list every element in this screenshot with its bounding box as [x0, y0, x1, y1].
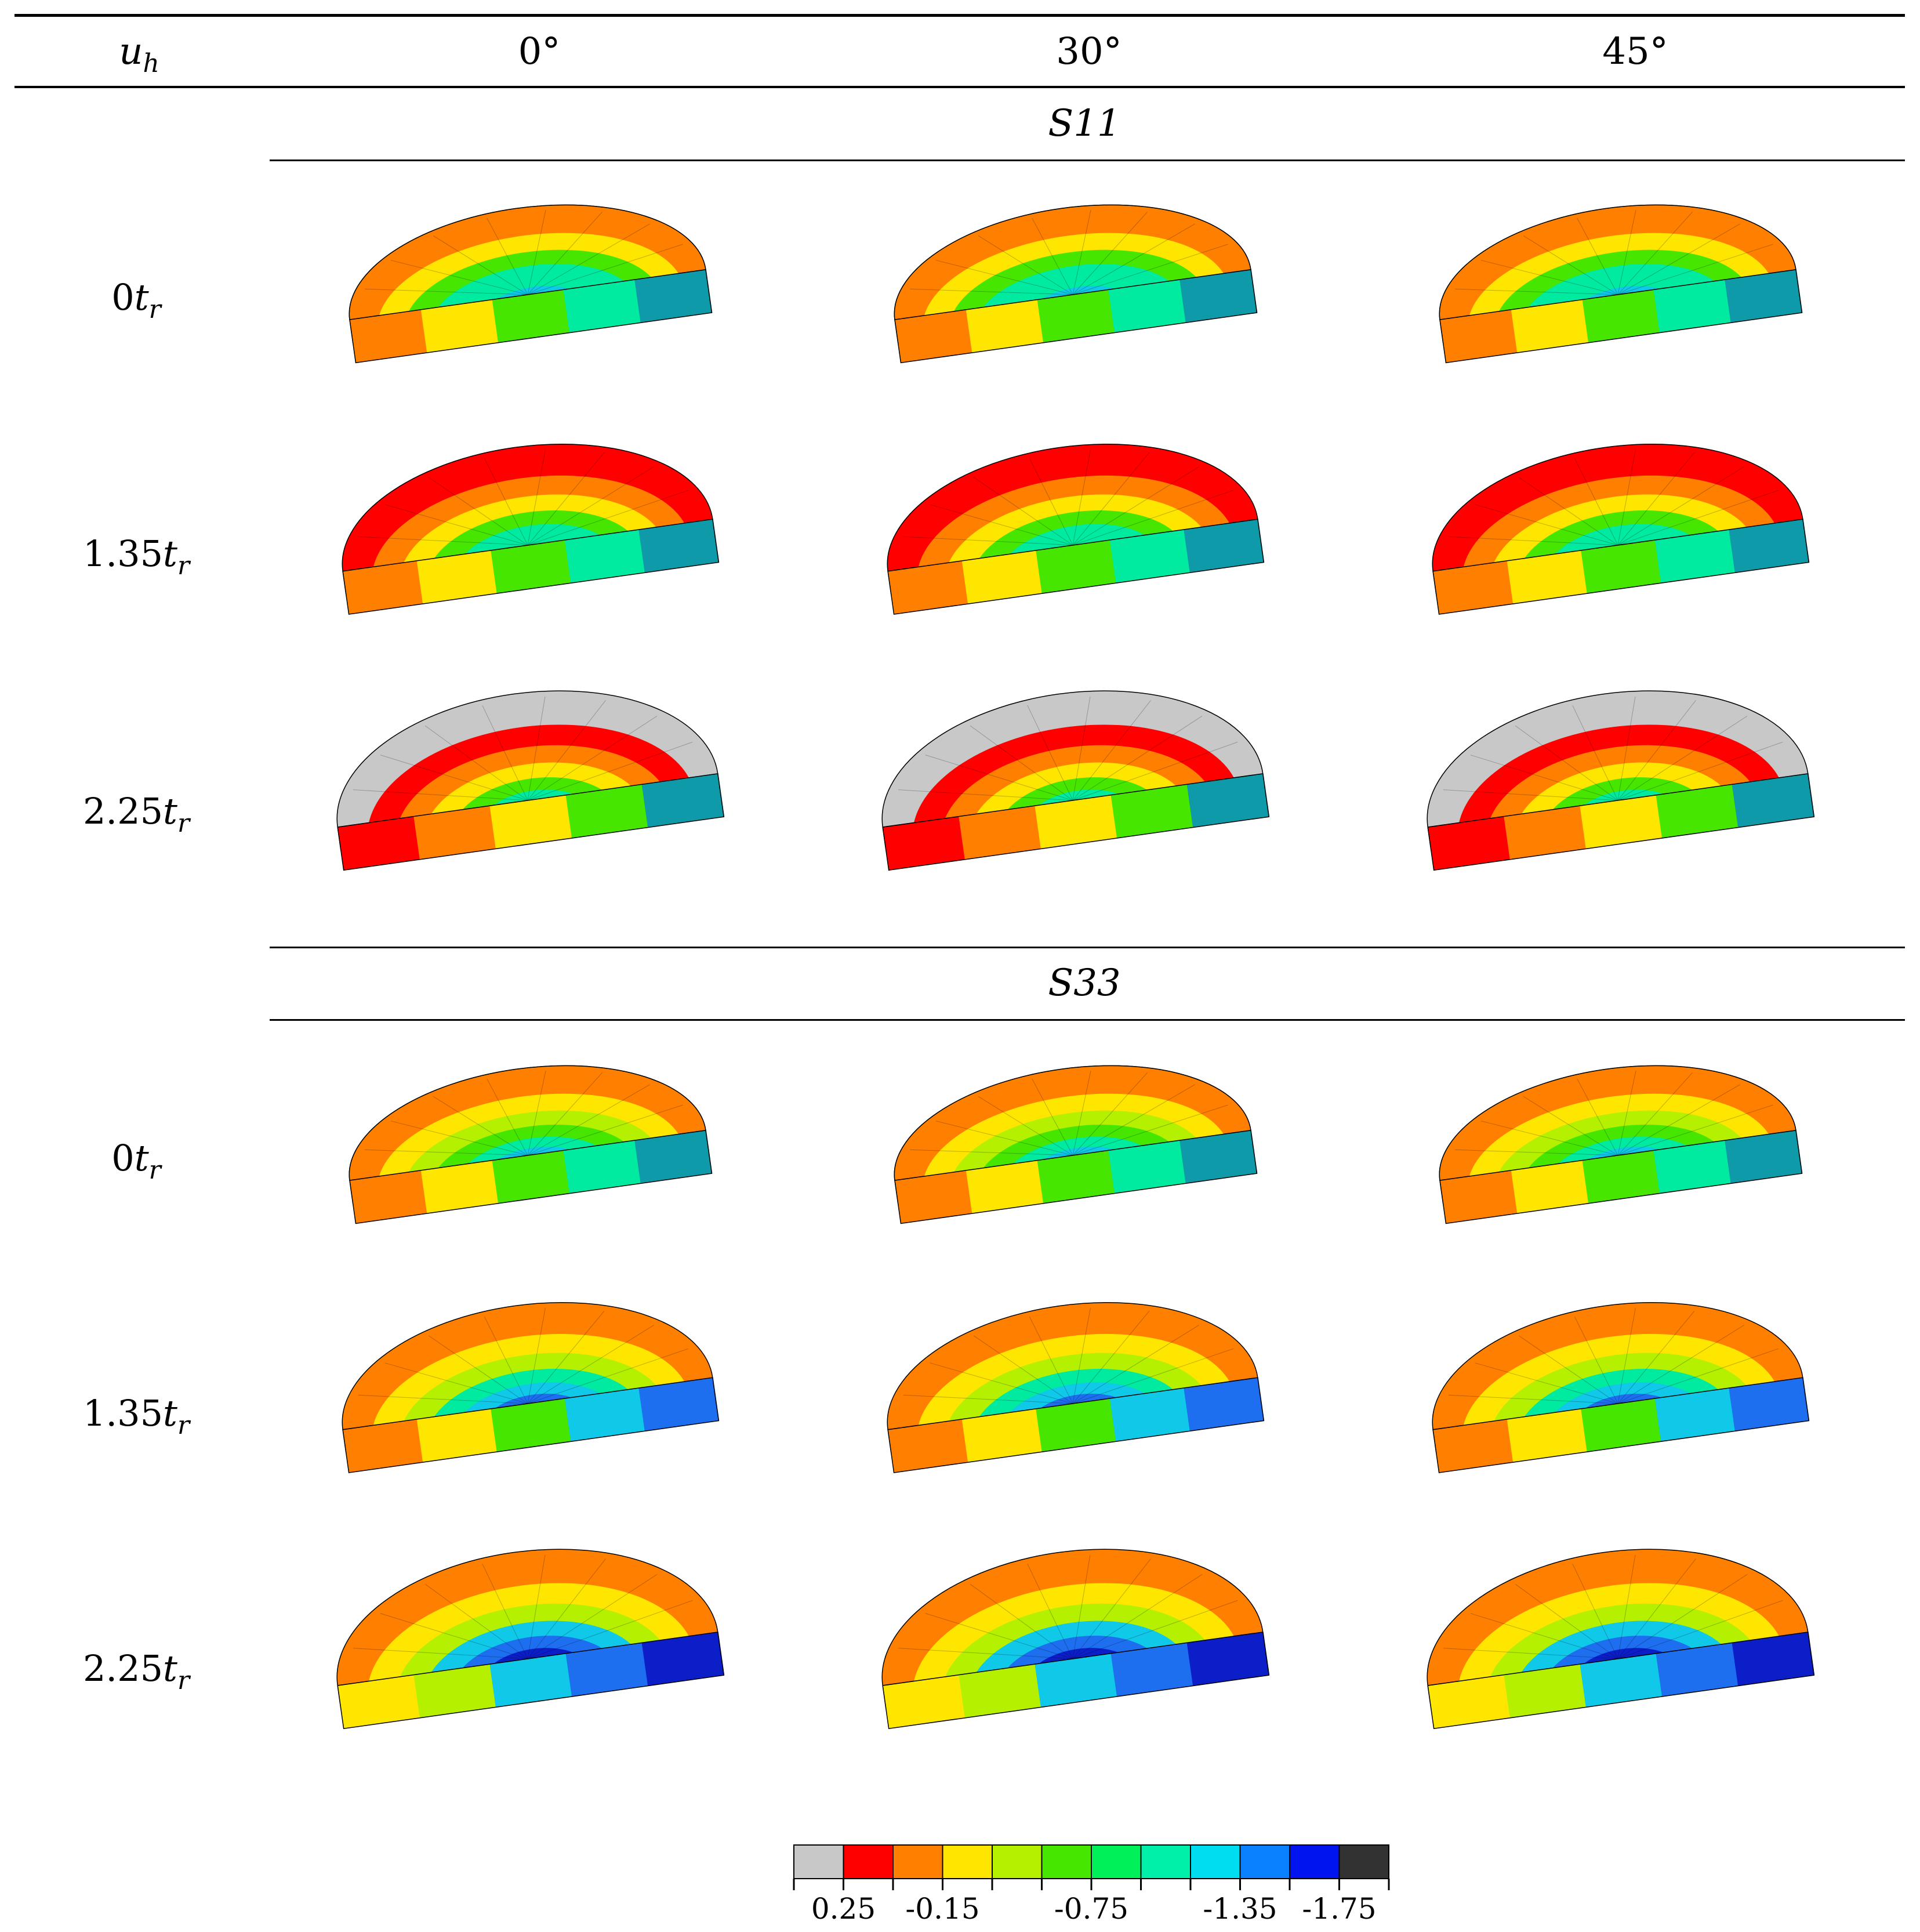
contour-plot-s11-row-2-col-1: [870, 684, 1276, 876]
top-rule: [14, 14, 1905, 17]
colorbar-swatch: [892, 1844, 943, 1879]
colorbar-swatch: [992, 1844, 1043, 1879]
contour-plot-s11-row-2-col-0: [325, 684, 731, 876]
row-label-s33-2: 2.25tr: [82, 1647, 190, 1695]
section-title-s33: S33: [1048, 962, 1121, 1005]
row-label-s33-1: 1.35tr: [82, 1392, 190, 1440]
row-label-s33-0: 0tr: [111, 1137, 161, 1185]
contour-plot-s11-row-0-col-1: [870, 179, 1276, 370]
contour-plot-s33-row-0-col-2: [1415, 1039, 1821, 1231]
colorbar-swatch: [1140, 1844, 1191, 1879]
row-label-s11-2: 2.25tr: [82, 790, 190, 838]
column-header-0: 0°: [518, 30, 561, 73]
contour-plot-s33-row-0-col-1: [870, 1039, 1276, 1231]
contour-plot-s33-row-1-col-1: [870, 1288, 1276, 1479]
contour-plot-s11-row-0-col-2: [1415, 179, 1821, 370]
colorbar-graphic: [793, 1844, 1390, 1890]
colorbar-swatch: [1091, 1844, 1142, 1879]
contour-plot-s11-row-1-col-0: [325, 429, 731, 621]
colorbar-tick-label: -0.15: [905, 1892, 980, 1926]
header-bottom-rule: [14, 86, 1905, 88]
contour-plot-s33-row-2-col-2: [1415, 1543, 1821, 1734]
contour-plot-s33-row-1-col-2: [1415, 1288, 1821, 1479]
section-s11-rule: [270, 160, 1905, 161]
section-s33-top-rule: [270, 947, 1905, 948]
colorbar-swatch: [1289, 1844, 1340, 1879]
colorbar-tick-label: 0.25: [811, 1892, 876, 1926]
contour-plot-s11-row-0-col-0: [325, 179, 731, 370]
contour-plot-s11-row-2-col-2: [1415, 684, 1821, 876]
colorbar-swatch: [1239, 1844, 1290, 1879]
colorbar-tick-label: -1.35: [1203, 1892, 1277, 1926]
colorbar-swatch: [1338, 1844, 1389, 1879]
contour-plot-s33-row-1-col-0: [325, 1288, 731, 1479]
contour-plot-s33-row-2-col-1: [870, 1543, 1276, 1734]
column-header-30: 30°: [1056, 30, 1122, 73]
contour-plot-s33-row-0-col-0: [325, 1039, 731, 1231]
colorbar-swatch: [942, 1844, 993, 1879]
row-label-s11-1: 1.35tr: [82, 532, 190, 581]
colorbar: [792, 1843, 1401, 1932]
section-title-s11: S11: [1048, 102, 1121, 145]
colorbar-swatch: [793, 1844, 844, 1879]
colorbar-swatch: [843, 1844, 894, 1879]
row-label-s11-0: 0tr: [111, 276, 161, 324]
colorbar-tick-label: -0.75: [1054, 1892, 1129, 1926]
contour-plot-s11-row-1-col-1: [870, 429, 1276, 621]
row-label-header: uh: [119, 30, 159, 78]
section-s33-rule: [270, 1019, 1905, 1021]
colorbar-swatch: [1041, 1844, 1092, 1879]
contour-plot-s11-row-1-col-2: [1415, 429, 1821, 621]
colorbar-tick-label: -1.75: [1302, 1892, 1377, 1926]
contour-plot-s33-row-2-col-0: [325, 1543, 731, 1734]
column-header-45: 45°: [1602, 30, 1668, 73]
colorbar-swatch: [1190, 1844, 1241, 1879]
